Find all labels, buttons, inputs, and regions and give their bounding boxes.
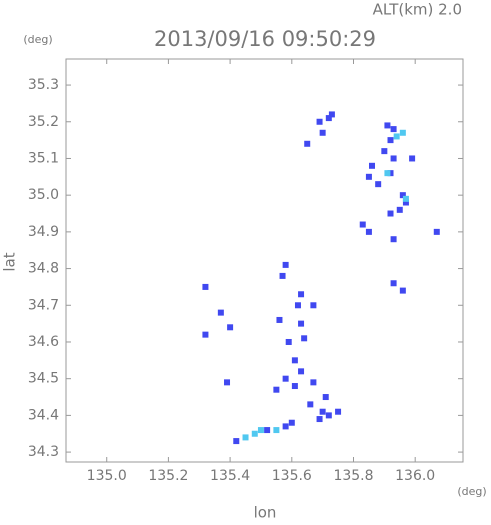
y-tick-label: 34.5 [28, 371, 59, 387]
radar-echo [387, 170, 394, 177]
x-tick-label: 135.6 [272, 468, 312, 484]
radar-echo [365, 228, 372, 235]
y-tick-label: 34.9 [28, 224, 59, 240]
radar-echo [202, 283, 209, 290]
radar-echo [409, 155, 416, 162]
plot-frame [65, 58, 464, 463]
radar-echo [390, 126, 397, 133]
radar-echo [399, 192, 406, 199]
radar-echo [390, 236, 397, 243]
chart-title: 2013/09/16 09:50:29 [154, 27, 376, 51]
x-unit: (deg) [457, 485, 486, 498]
radar-echo [291, 383, 298, 390]
radar-echo [402, 195, 409, 202]
radar-echo [399, 129, 406, 136]
radar-echo [335, 408, 342, 415]
radar-echo [322, 394, 329, 401]
radar-echo [217, 309, 224, 316]
radar-echo [387, 137, 394, 144]
radar-echo [282, 261, 289, 268]
x-label: lon [254, 504, 277, 522]
radar-echo [227, 324, 234, 331]
radar-echo [307, 401, 314, 408]
radar-echo [298, 320, 305, 327]
y-tick-label: 34.7 [28, 297, 59, 313]
radar-echo [242, 434, 249, 441]
y-tick-label: 34.3 [28, 444, 59, 460]
radar-echo [381, 148, 388, 155]
radar-echo [319, 129, 326, 136]
radar-echo [384, 170, 391, 177]
radar-echo [298, 368, 305, 375]
radar-echo [402, 199, 409, 206]
x-tick-label: 135.2 [148, 468, 188, 484]
radar-echo [294, 302, 301, 309]
radar-echo [301, 335, 308, 342]
radar-echo [202, 331, 209, 338]
radar-echo [316, 416, 323, 423]
x-tick-label: 135.4 [210, 468, 250, 484]
radar-echo [251, 430, 258, 437]
radar-echo [384, 122, 391, 129]
radar-echo [390, 155, 397, 162]
radar-echo [325, 115, 332, 122]
radar-echo [393, 133, 400, 140]
radar-echo [273, 386, 280, 393]
radar-echo [264, 427, 271, 434]
radar-echo [257, 427, 264, 434]
y-tick-label: 35.1 [28, 150, 59, 166]
radar-echo [328, 111, 335, 118]
radar-echo [304, 140, 311, 147]
radar-echo [316, 118, 323, 125]
radar-echo [298, 291, 305, 298]
radar-echo [273, 427, 280, 434]
y-tick-label: 34.6 [28, 334, 59, 350]
radar-echo [310, 379, 317, 386]
radar-echo [233, 438, 240, 445]
radar-echo [276, 316, 283, 323]
radar-echo [291, 357, 298, 364]
radar-echo [396, 206, 403, 213]
radar-echo [387, 210, 394, 217]
radar-echo [310, 302, 317, 309]
x-tick-label: 135.8 [333, 468, 373, 484]
radar-echo [319, 408, 326, 415]
y-tick-label: 35.0 [28, 187, 59, 203]
radar-echo [433, 228, 440, 235]
y-label: lat [1, 252, 19, 271]
radar-echo [369, 162, 376, 169]
radar-echo [359, 221, 366, 228]
radar-echo [375, 181, 382, 188]
y-tick-label: 35.3 [28, 77, 59, 93]
radar-echo [365, 173, 372, 180]
radar-echo [399, 287, 406, 294]
y-tick-label: 34.8 [28, 261, 59, 277]
radar-echo [282, 423, 289, 430]
radar-echo [285, 338, 292, 345]
y-unit: (deg) [23, 33, 52, 46]
y-tick-label: 35.2 [28, 114, 59, 130]
radar-echo [282, 375, 289, 382]
subtitle: ALT(km) 2.0 [373, 1, 462, 19]
radar-echo [224, 379, 231, 386]
y-tick-label: 34.4 [28, 407, 59, 423]
radar-echo [279, 272, 286, 279]
radar-echo [390, 280, 397, 287]
x-tick-label: 136.0 [395, 468, 435, 484]
x-tick-label: 135.0 [87, 468, 127, 484]
radar-echo [325, 412, 332, 419]
radar-echo [288, 419, 295, 426]
